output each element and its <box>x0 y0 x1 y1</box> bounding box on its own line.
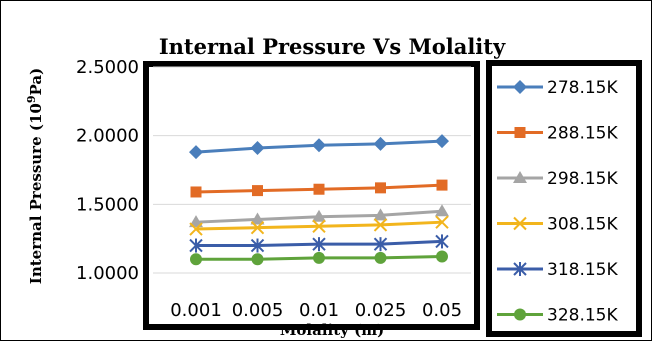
legend-item: 298.15K <box>497 169 618 189</box>
data-point <box>373 208 388 221</box>
data-point <box>312 219 326 234</box>
legend-marker <box>513 262 527 276</box>
legend-marker <box>513 216 527 231</box>
legend-box <box>486 60 642 337</box>
data-point <box>373 237 388 252</box>
legend-label: 318.15K <box>547 260 618 280</box>
legend-marker <box>514 127 526 138</box>
gridlines <box>153 66 471 274</box>
data-point <box>373 218 388 232</box>
data-point <box>313 183 325 195</box>
legend-item: 278.15K <box>497 78 618 98</box>
series-298.15K <box>189 204 449 228</box>
x-axis-title: Molality (m) <box>280 321 384 339</box>
data-point <box>252 185 263 197</box>
data-point <box>312 138 326 153</box>
data-point <box>250 212 265 225</box>
data-point <box>435 234 449 249</box>
y-axis-ticks: 2.5000 2.0000 1.5000 1.0000 <box>76 57 139 284</box>
plot-area-frame <box>143 61 480 330</box>
y-tick-label: 2.5000 <box>76 57 139 78</box>
data-point <box>189 222 203 236</box>
legend-label: 308.15K <box>547 215 618 235</box>
data-point <box>190 186 202 198</box>
data-point <box>436 179 448 191</box>
data-point <box>435 215 449 229</box>
data-point <box>312 237 326 252</box>
x-tick-label: 0.001 <box>170 300 222 321</box>
y-axis-title: Internal Pressure (109Pa) <box>25 68 45 284</box>
data-point <box>373 136 388 151</box>
x-tick-label: 0.01 <box>299 300 339 321</box>
x-tick-label: 0.05 <box>422 300 462 321</box>
legend: 278.15K 288.15K 298.15K 308.15K 318.15K 328.1… <box>497 78 618 326</box>
data-point <box>435 134 449 149</box>
y-axis-title-unit: Pa) <box>27 68 45 96</box>
legend-item: 288.15K <box>497 124 618 144</box>
data-point <box>189 238 203 253</box>
y-tick-label: 1.0000 <box>76 263 139 284</box>
data-point <box>313 251 325 264</box>
data-point <box>436 250 448 263</box>
legend-item: 308.15K <box>497 215 618 235</box>
x-axis-ticks: 0.001 0.005 0.01 0.025 0.05 <box>170 300 462 321</box>
legend-marker <box>513 80 527 94</box>
legend-marker <box>513 171 527 183</box>
legend-label: 328.15K <box>547 306 618 326</box>
data-point <box>189 145 203 160</box>
data-point <box>251 253 264 266</box>
series-278.15K <box>189 134 449 160</box>
series-318.15K <box>189 234 449 253</box>
data-point <box>250 220 265 235</box>
data-point <box>250 238 265 253</box>
y-tick-label: 2.0000 <box>76 126 139 147</box>
legend-label: 278.15K <box>547 78 618 98</box>
series-308.15K <box>189 215 449 236</box>
chart-title: Internal Pressure Vs Molality <box>159 34 506 59</box>
data-point <box>375 182 386 194</box>
data-point <box>374 251 387 264</box>
series-288.15K <box>190 179 448 198</box>
y-tick-label: 1.5000 <box>76 194 139 215</box>
data-point <box>435 204 449 217</box>
x-tick-label: 0.005 <box>232 300 284 321</box>
legend-label: 288.15K <box>547 124 618 144</box>
legend-item: 328.15K <box>497 306 618 326</box>
y-axis-title-exponent: 9 <box>25 96 38 104</box>
series-328.15K <box>190 250 448 266</box>
data-point <box>190 253 202 266</box>
series-group <box>189 134 449 266</box>
legend-label: 298.15K <box>547 169 618 189</box>
legend-item: 318.15K <box>497 260 618 280</box>
data-point <box>250 141 265 156</box>
x-tick-label: 0.025 <box>355 300 407 321</box>
y-axis-title-main: Internal Pressure (10 <box>27 103 45 284</box>
data-point <box>312 209 326 222</box>
legend-marker <box>514 308 526 321</box>
